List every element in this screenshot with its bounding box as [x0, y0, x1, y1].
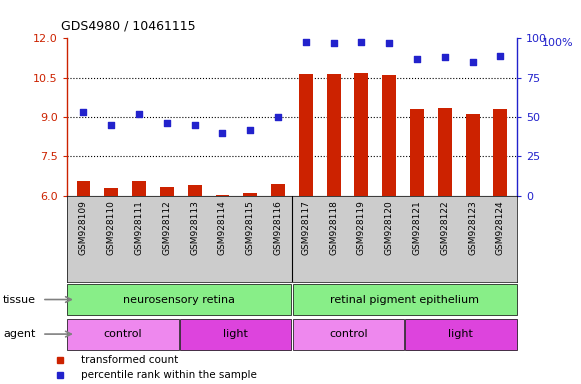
- Point: [107, 122, 116, 128]
- Text: GSM928124: GSM928124: [496, 200, 505, 255]
- Point: [79, 109, 88, 116]
- Bar: [243, 193, 257, 196]
- FancyBboxPatch shape: [180, 319, 292, 349]
- Point: [357, 38, 366, 45]
- Point: [329, 40, 338, 46]
- Text: GSM928114: GSM928114: [218, 200, 227, 255]
- Point: [496, 53, 505, 59]
- Bar: [105, 188, 119, 196]
- Point: [274, 114, 283, 120]
- Bar: [77, 181, 91, 196]
- Text: GSM928116: GSM928116: [274, 200, 282, 255]
- Bar: [160, 187, 174, 196]
- FancyBboxPatch shape: [67, 319, 179, 349]
- Point: [440, 54, 450, 60]
- Text: transformed count: transformed count: [81, 356, 178, 366]
- Text: GSM928121: GSM928121: [413, 200, 422, 255]
- Bar: [438, 108, 452, 196]
- Text: GSM928122: GSM928122: [440, 200, 449, 255]
- Text: tissue: tissue: [3, 295, 36, 305]
- Point: [162, 120, 171, 126]
- Point: [218, 130, 227, 136]
- Bar: [132, 181, 146, 196]
- Bar: [410, 109, 424, 196]
- Text: GSM928119: GSM928119: [357, 200, 366, 255]
- Point: [246, 127, 255, 133]
- Text: 100%: 100%: [542, 38, 573, 48]
- Text: GSM928113: GSM928113: [190, 200, 199, 255]
- Text: percentile rank within the sample: percentile rank within the sample: [81, 370, 256, 380]
- Point: [301, 38, 310, 45]
- Text: GSM928118: GSM928118: [329, 200, 338, 255]
- FancyBboxPatch shape: [292, 284, 517, 315]
- Text: GSM928109: GSM928109: [79, 200, 88, 255]
- Bar: [271, 184, 285, 196]
- Text: agent: agent: [3, 329, 35, 339]
- Bar: [299, 74, 313, 196]
- FancyBboxPatch shape: [67, 284, 292, 315]
- Point: [413, 56, 422, 62]
- Point: [190, 122, 199, 128]
- Text: GSM928117: GSM928117: [302, 200, 310, 255]
- Bar: [465, 114, 479, 196]
- Text: GSM928120: GSM928120: [385, 200, 394, 255]
- Text: GDS4980 / 10461115: GDS4980 / 10461115: [61, 20, 196, 33]
- Text: control: control: [104, 329, 142, 339]
- Text: GSM928115: GSM928115: [246, 200, 254, 255]
- Bar: [327, 74, 340, 196]
- FancyBboxPatch shape: [292, 319, 404, 349]
- Text: GSM928123: GSM928123: [468, 200, 477, 255]
- Bar: [493, 109, 507, 196]
- Text: GSM928112: GSM928112: [162, 200, 171, 255]
- Bar: [188, 185, 202, 196]
- Point: [385, 40, 394, 46]
- FancyBboxPatch shape: [405, 319, 517, 349]
- Bar: [382, 75, 396, 196]
- Text: control: control: [329, 329, 368, 339]
- Text: retinal pigment epithelium: retinal pigment epithelium: [330, 295, 479, 305]
- Text: GSM928110: GSM928110: [107, 200, 116, 255]
- Bar: [354, 73, 368, 196]
- Point: [134, 111, 144, 117]
- Text: GSM928111: GSM928111: [135, 200, 144, 255]
- Bar: [216, 195, 229, 196]
- Text: light: light: [223, 329, 248, 339]
- Point: [468, 59, 477, 65]
- Text: light: light: [449, 329, 474, 339]
- Text: neurosensory retina: neurosensory retina: [123, 295, 235, 305]
